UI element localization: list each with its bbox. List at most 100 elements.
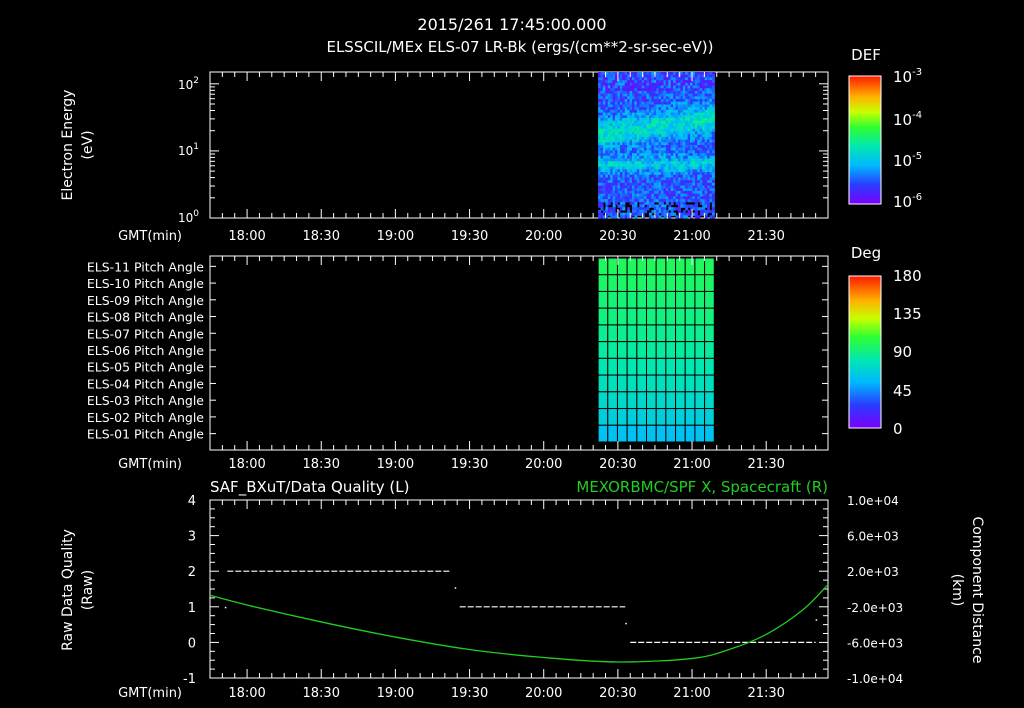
x-tick-label-2: 19:30 (451, 686, 488, 701)
spectrogram-cell (663, 131, 667, 135)
spectrogram-cell (694, 204, 698, 208)
spectrogram-cell (641, 82, 645, 87)
spectrogram-cell (682, 82, 686, 87)
spectrogram-cell (711, 147, 715, 152)
spectrogram-cell (675, 85, 679, 89)
spectrogram-cell (607, 166, 611, 170)
spectrogram-cell (641, 188, 645, 192)
spectrogram-cell (668, 174, 672, 179)
spectrogram-cell (661, 109, 665, 114)
spectrogram-cell (687, 196, 691, 200)
spectrogram-cell (656, 96, 660, 100)
spectrogram-cell (680, 139, 684, 143)
spectrogram-cell (682, 185, 686, 189)
spectrogram-cell (694, 209, 698, 214)
spectrogram-cell (675, 109, 679, 114)
spectrogram-cell (602, 115, 606, 119)
spectrogram-cell (697, 182, 701, 187)
spectrogram-cell (711, 172, 715, 176)
spectrogram-cell (687, 139, 691, 143)
spectrogram-cell (607, 185, 611, 189)
spectrogram-cell (619, 77, 623, 81)
spectrogram-cell (663, 161, 667, 165)
spectrogram-cell (658, 169, 662, 173)
spectrogram-cell (648, 123, 652, 127)
spectrogram-cell (598, 120, 602, 124)
spectrogram-cell (602, 123, 606, 127)
spectrogram-cell (598, 147, 602, 152)
spectrogram-cell (627, 136, 631, 141)
spectrogram-cell (648, 120, 652, 124)
spectrogram-cell (648, 109, 652, 114)
spectrogram-cell (675, 112, 679, 116)
spectrogram-cell (680, 117, 684, 122)
spectrogram-cell (677, 147, 682, 152)
spectrogram-cell (707, 96, 711, 100)
spectrogram-cell (636, 150, 640, 154)
spectrogram-cell (646, 99, 650, 103)
spectrogram-cell (665, 77, 669, 81)
spectrogram-cell (610, 185, 614, 189)
spectrogram-cell (702, 209, 706, 214)
spectrogram-cell (702, 204, 706, 208)
spectrogram-cell (605, 80, 609, 84)
pitch-cell (646, 424, 657, 443)
spectrogram-cell (670, 142, 674, 146)
x-tick-label-1: 20:30 (599, 457, 636, 472)
pitch-cell (616, 274, 628, 292)
spectrogram-cell (610, 77, 614, 81)
spectrogram-cell (639, 126, 643, 130)
spectrogram-cell (615, 88, 619, 92)
pitch-cell (694, 374, 706, 393)
spectrogram-cell (658, 215, 662, 219)
spectrogram-cell (634, 185, 638, 189)
spectrogram-cell (617, 145, 621, 149)
spectrogram-cell (711, 93, 715, 97)
spectrogram-cell (677, 209, 682, 214)
spectrogram-cell (651, 88, 655, 92)
spectrogram-cell (685, 188, 689, 192)
spectrogram-cell (661, 136, 665, 141)
pitch-cell (665, 424, 677, 443)
spectrogram-cell (687, 96, 691, 100)
spectrogram-cell (607, 88, 611, 92)
spectrogram-cell (600, 104, 604, 108)
spectrogram-cell (622, 204, 626, 208)
spectrogram-cell (656, 196, 660, 200)
spectrogram-cell (641, 172, 645, 176)
spectrogram-cell (690, 139, 694, 143)
spectrogram-cell (677, 77, 682, 81)
spectrogram-cell (651, 104, 655, 108)
spectrogram-cell (619, 107, 623, 111)
pitch-cell (655, 408, 667, 426)
spectrogram-cell (670, 166, 674, 170)
spectrogram-cell (663, 153, 667, 157)
x-tick-label-0: 19:30 (451, 229, 488, 244)
spectrogram-cell (644, 82, 648, 87)
spectrogram-cell (680, 180, 684, 184)
quality-axis-ticks (210, 499, 829, 679)
spectrogram-cell (641, 107, 645, 111)
spectrogram-cell (634, 142, 638, 146)
spectrogram-cell (641, 96, 645, 100)
spectrogram-cell (670, 182, 674, 187)
spectrogram-cell (677, 169, 682, 173)
spectrogram-cell (610, 142, 614, 146)
spectrogram-cell (624, 155, 628, 160)
spectrogram-cell (634, 180, 638, 184)
def-colorbar (848, 75, 882, 205)
spectrogram-cell (677, 88, 682, 92)
spectrogram-cell (704, 117, 708, 122)
spectrogram-cell (658, 209, 662, 214)
spectrogram-cell (607, 182, 611, 187)
spectrogram-cell (694, 90, 698, 95)
spectrogram-cell (704, 93, 708, 97)
spectrogram-cell (617, 193, 621, 197)
spectrogram-cell (658, 99, 662, 103)
spectrogram-cell (636, 109, 640, 114)
pitch-cell (675, 341, 686, 359)
spectrogram-cell (675, 158, 679, 162)
spectrogram-cell (656, 80, 660, 84)
pitch-row-label: ELS-11 Pitch Angle (87, 259, 204, 274)
spectrogram-cell (634, 190, 638, 195)
